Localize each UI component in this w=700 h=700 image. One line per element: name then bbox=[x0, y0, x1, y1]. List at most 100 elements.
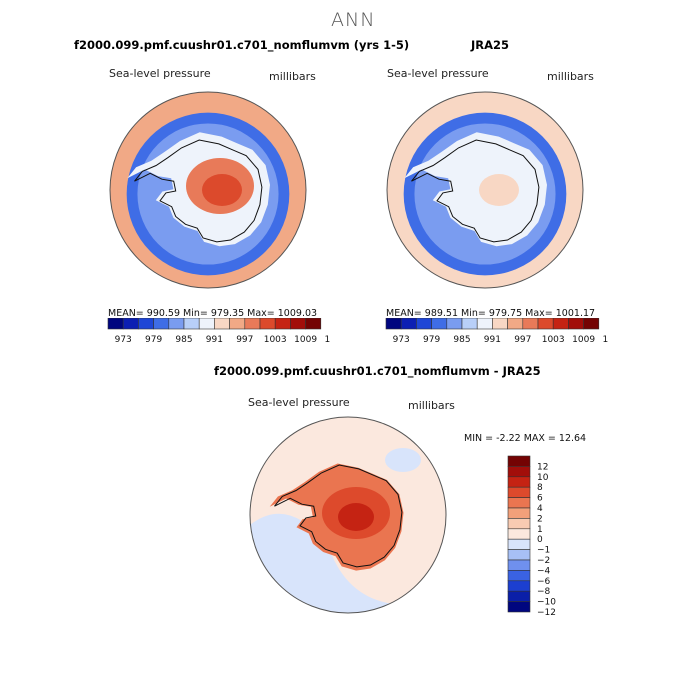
panel1-case-title: f2000.099.pmf.cuushr01.c701_nomflumvm (y… bbox=[74, 38, 410, 52]
colorbar-swatch bbox=[492, 318, 508, 330]
colorbar-swatch bbox=[198, 318, 215, 330]
panel2-units-label: millibars bbox=[547, 70, 594, 83]
colorbar-tick-label: −1 bbox=[537, 546, 550, 556]
colorbar-tick-label: 1015 bbox=[325, 335, 330, 345]
map-outline bbox=[109, 91, 307, 289]
colorbar-tick-label: 979 bbox=[423, 335, 440, 345]
page-title: ANN bbox=[331, 9, 376, 31]
colorbar-swatch bbox=[507, 549, 531, 561]
colorbar-swatch bbox=[416, 318, 432, 330]
panel2-stats: MEAN= 989.51 Min= 979.75 Max= 1001.17 bbox=[386, 308, 596, 319]
colorbar-tick-label: 979 bbox=[145, 335, 162, 345]
colorbar-tick-label: 1015 bbox=[603, 335, 608, 345]
colorbar-tick-label: 6 bbox=[537, 494, 543, 504]
panel1-units-label: millibars bbox=[269, 70, 316, 83]
colorbar-tick-label: 0 bbox=[537, 535, 543, 545]
colorbar-tick-label: 1 bbox=[537, 525, 543, 535]
colorbar-tick-label: 991 bbox=[484, 335, 501, 345]
panel3-units-label: millibars bbox=[408, 399, 455, 412]
panel2-case-title: JRA25 bbox=[471, 38, 510, 52]
colorbar-swatch bbox=[400, 318, 417, 330]
colorbar-swatch bbox=[507, 455, 531, 467]
colorbar-swatch bbox=[507, 476, 531, 488]
field-pacific-negative-patch bbox=[385, 448, 421, 472]
colorbar-swatch bbox=[168, 318, 185, 330]
colorbar-tick-label: 4 bbox=[537, 504, 543, 514]
panel3-stats: MIN = -2.22 MAX = 12.64 bbox=[464, 433, 587, 444]
colorbar-tick-label: 10 bbox=[537, 473, 549, 483]
colorbar-swatch bbox=[138, 318, 154, 330]
colorbar-swatch bbox=[305, 318, 322, 330]
colorbar-swatch bbox=[214, 318, 230, 330]
colorbar-tick-label: 1003 bbox=[542, 335, 565, 345]
panel2-colorbar: 973 979 985 991 997 1003 1009 1015 bbox=[385, 318, 608, 345]
field-east-antarctic-plateau-high bbox=[479, 174, 519, 206]
colorbar-tick-label: 985 bbox=[453, 335, 470, 345]
colorbar-tick-label: −6 bbox=[537, 577, 551, 587]
colorbar-swatch bbox=[446, 318, 463, 330]
colorbar-swatch bbox=[507, 486, 531, 498]
colorbar-swatch bbox=[122, 318, 139, 330]
antarctica-coastline bbox=[274, 464, 403, 568]
colorbar-swatch bbox=[259, 318, 276, 330]
colorbar-swatch bbox=[507, 318, 524, 330]
colorbar-tick-label: 2 bbox=[537, 514, 543, 524]
colorbar-swatch bbox=[476, 318, 493, 330]
colorbar-swatch bbox=[507, 601, 531, 613]
colorbar-swatch bbox=[522, 318, 539, 330]
colorbar-tick-label: −8 bbox=[537, 587, 551, 597]
colorbar-swatch bbox=[583, 318, 600, 330]
colorbar-swatch bbox=[568, 318, 584, 330]
colorbar-swatch bbox=[507, 590, 531, 602]
colorbar-swatch bbox=[507, 580, 531, 592]
panel1-variable-label: Sea-level pressure bbox=[109, 67, 211, 80]
field-east-antarctic-maximum bbox=[338, 503, 374, 531]
colorbar-tick-label: −10 bbox=[537, 598, 556, 608]
colorbar-swatch bbox=[107, 318, 124, 330]
colorbar-tick-label: 1009 bbox=[294, 335, 317, 345]
colorbar-swatch bbox=[507, 538, 531, 550]
colorbar-swatch bbox=[507, 570, 531, 582]
colorbar-swatch bbox=[385, 318, 402, 330]
colorbar-tick-label: −4 bbox=[537, 566, 551, 576]
panel3-polar-map bbox=[249, 416, 447, 614]
colorbar-swatch bbox=[183, 318, 200, 330]
map-outline bbox=[249, 416, 447, 614]
field-east-antarctic-plateau-high bbox=[202, 174, 242, 206]
antarctica-coastline bbox=[134, 139, 263, 243]
colorbar-tick-label: 12 bbox=[537, 462, 548, 472]
panel1-polar-map bbox=[109, 91, 307, 289]
panel2-variable-label: Sea-level pressure bbox=[387, 67, 489, 80]
colorbar-swatch bbox=[507, 507, 531, 519]
colorbar-tick-label: 997 bbox=[514, 335, 531, 345]
colorbar-swatch bbox=[537, 318, 554, 330]
panel2-polar-map bbox=[386, 91, 584, 289]
panel1-stats: MEAN= 990.59 Min= 979.35 Max= 1009.03 bbox=[108, 308, 318, 319]
colorbar-swatch bbox=[244, 318, 261, 330]
field-atlantic-indian-negative-zone bbox=[250, 513, 408, 613]
panel3-case-title: f2000.099.pmf.cuushr01.c701_nomflumvm - … bbox=[214, 364, 541, 378]
colorbar-swatch bbox=[507, 559, 531, 571]
colorbar-swatch bbox=[274, 318, 291, 330]
colorbar-swatch bbox=[507, 528, 531, 540]
colorbar-swatch bbox=[290, 318, 306, 330]
colorbar-tick-label: 1003 bbox=[264, 335, 287, 345]
colorbar-swatch bbox=[229, 318, 246, 330]
colorbar-swatch bbox=[461, 318, 478, 330]
colorbar-swatch bbox=[507, 497, 531, 509]
colorbar-tick-label: −12 bbox=[537, 608, 556, 618]
colorbar-tick-label: 973 bbox=[393, 335, 410, 345]
colorbar-swatch bbox=[431, 318, 448, 330]
map-outline bbox=[386, 91, 584, 289]
colorbar-swatch bbox=[507, 466, 531, 478]
colorbar-tick-label: −2 bbox=[537, 556, 550, 566]
colorbar-swatch bbox=[153, 318, 170, 330]
colorbar-tick-label: 991 bbox=[206, 335, 223, 345]
colorbar-tick-label: 973 bbox=[115, 335, 132, 345]
colorbar-tick-label: 8 bbox=[537, 483, 543, 493]
colorbar-tick-label: 985 bbox=[175, 335, 192, 345]
colorbar-tick-label: 997 bbox=[236, 335, 253, 345]
panel1-colorbar: 973 979 985 991 997 1003 1009 1015 bbox=[107, 318, 330, 345]
